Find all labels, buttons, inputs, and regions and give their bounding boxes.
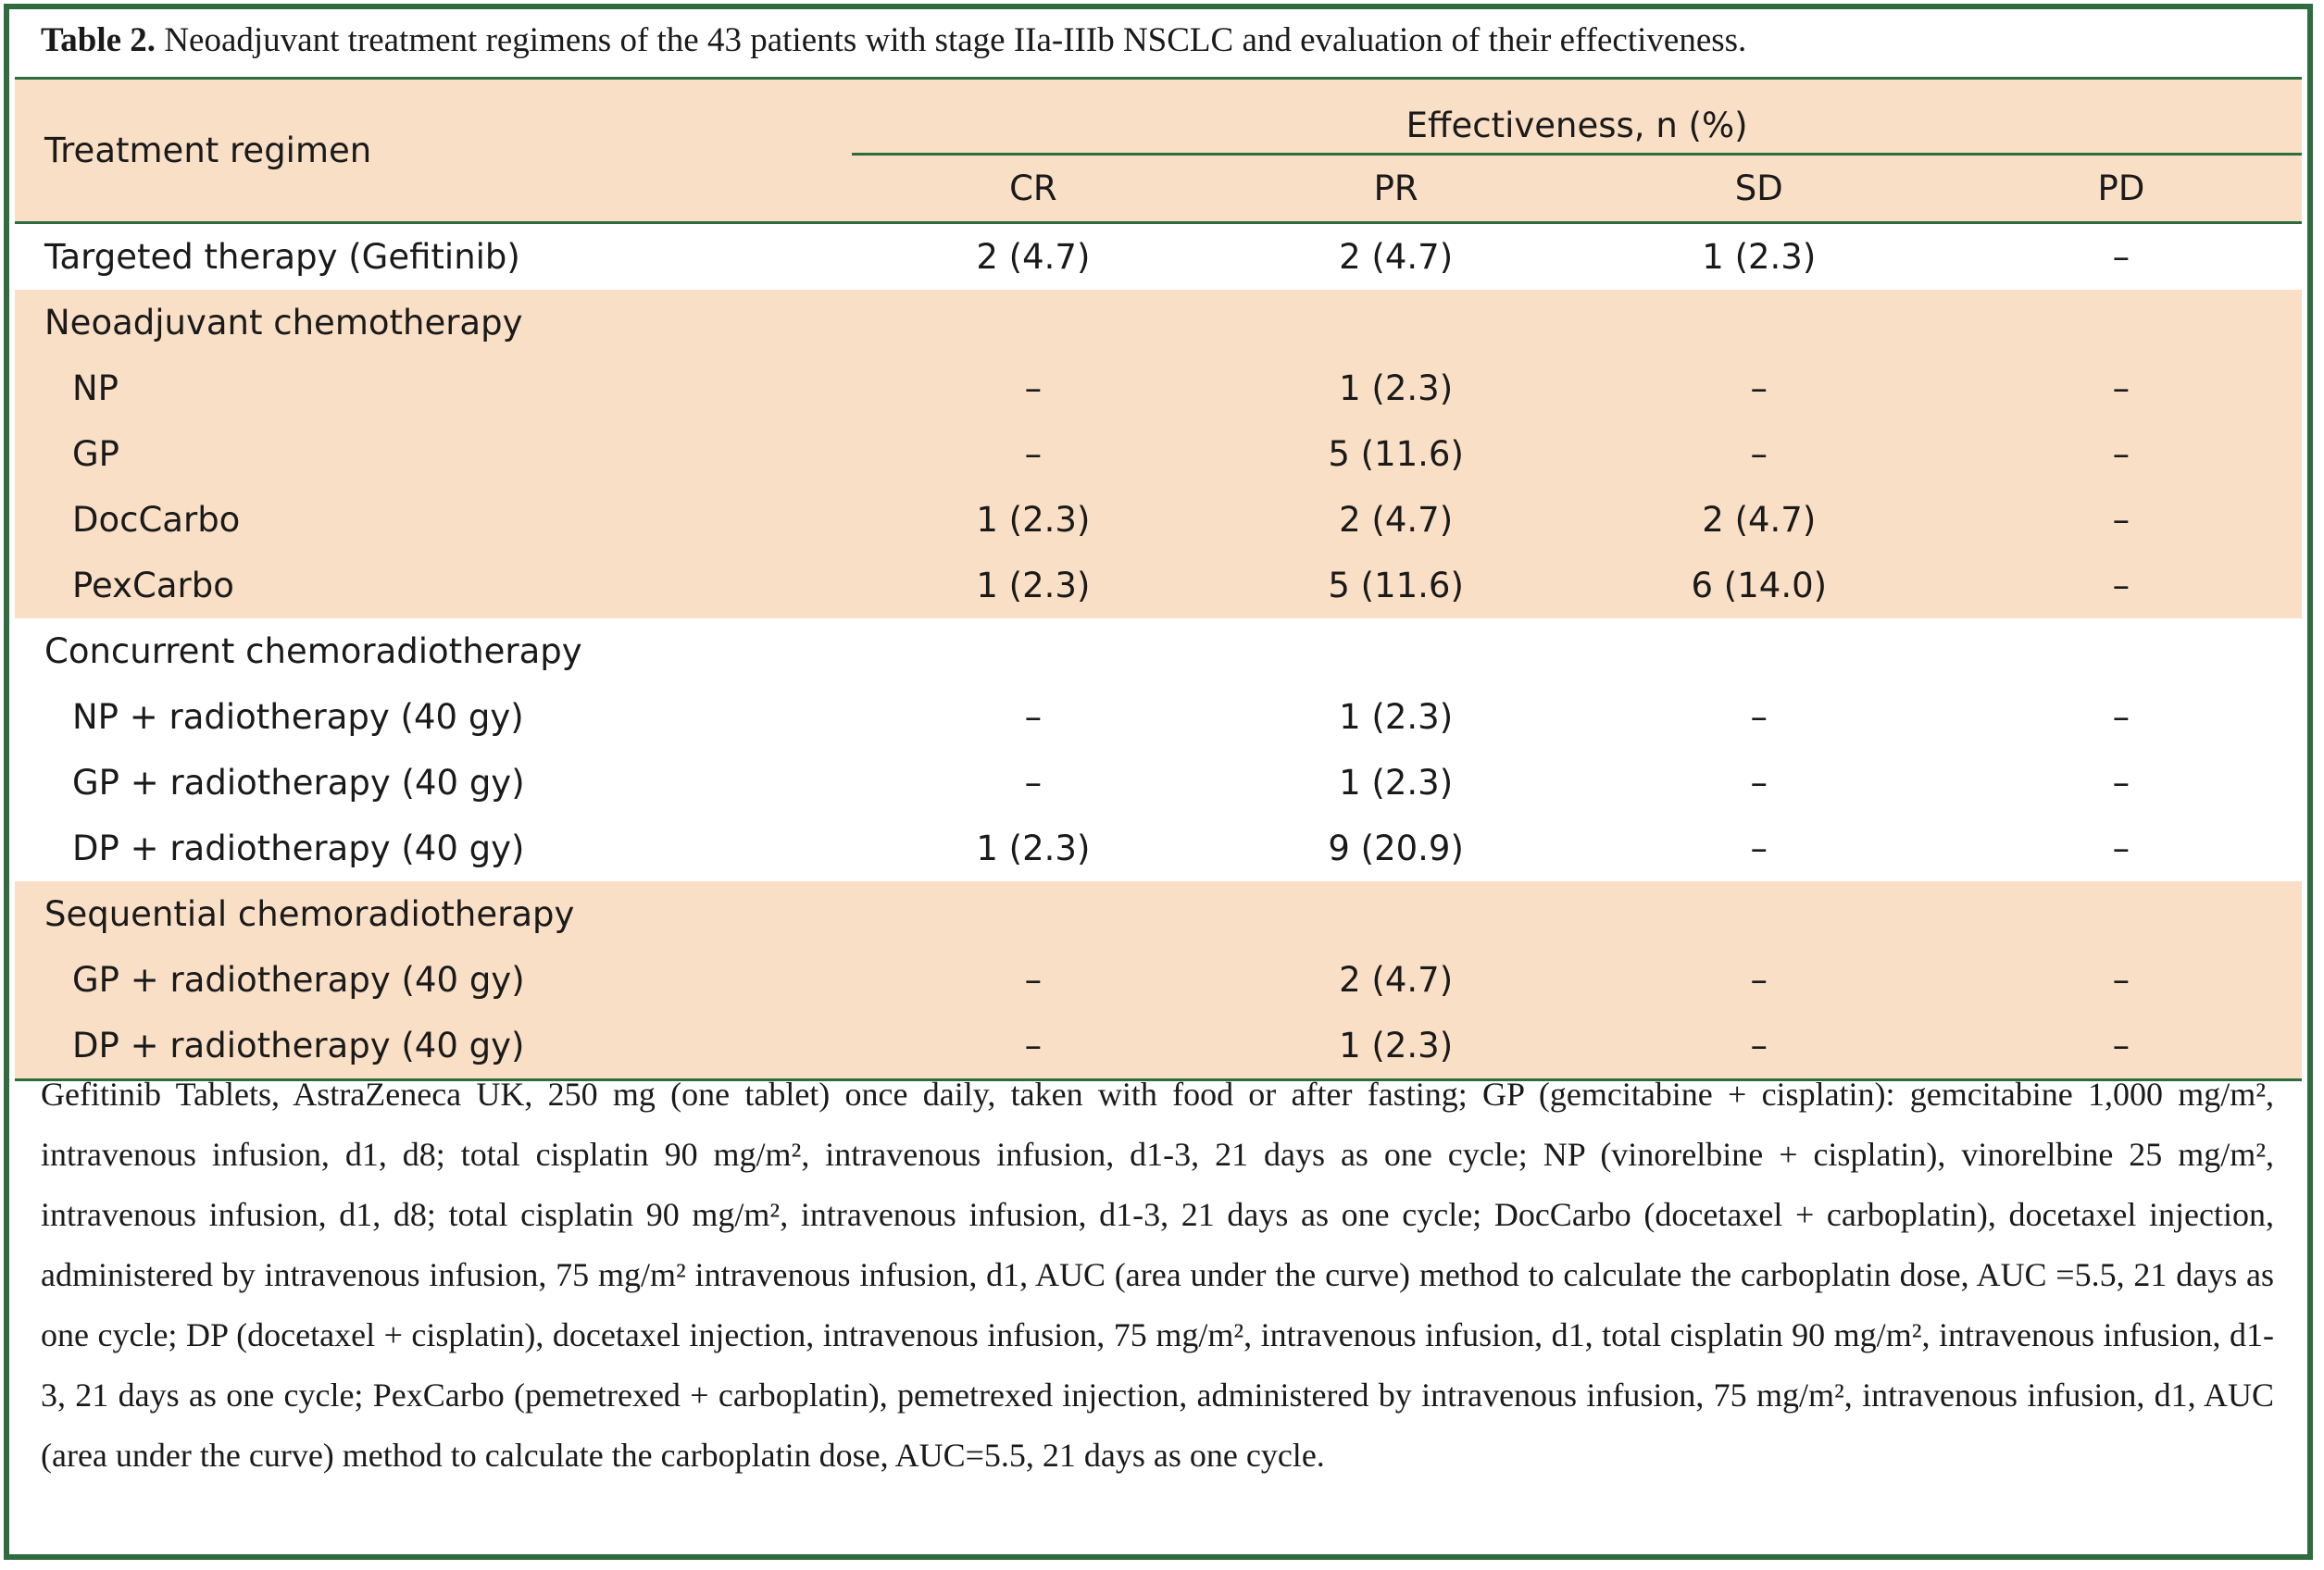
cell-pd: –	[2112, 434, 2130, 474]
row-label: NP	[72, 368, 119, 408]
effectiveness-table: Treatment regimen Effectiveness, n (%) C…	[15, 77, 2302, 1081]
row-label: Targeted therapy (Gefitinib)	[44, 237, 520, 277]
row-label: NP + radiotherapy (40 gy)	[72, 697, 524, 737]
table-row: PexCarbo 1 (2.3) 5 (11.6) 6 (14.0) –	[15, 553, 2302, 618]
cell-sd: 1 (2.3)	[1702, 237, 1817, 277]
table-row: Targeted therapy (Gefitinib) 2 (4.7) 2 (…	[15, 223, 2302, 291]
group-label: Concurrent chemoradiotherapy	[44, 631, 582, 671]
group-label: Sequential chemoradiotherapy	[44, 894, 575, 934]
cell-pd: –	[2112, 829, 2130, 868]
cell-pr: 1 (2.3)	[1339, 697, 1454, 737]
table-caption: Table 2. Neoadjuvant treatment regimens …	[41, 20, 2281, 60]
caption-label: Table 2.	[41, 21, 156, 59]
table-row-group-heading: Neoadjuvant chemotherapy	[15, 290, 2302, 355]
cell-cr: –	[1024, 1026, 1043, 1065]
cell-sd: –	[1750, 368, 1768, 408]
table-row: DocCarbo 1 (2.3) 2 (4.7) 2 (4.7) –	[15, 487, 2302, 553]
table-row: GP – 5 (11.6) – –	[15, 421, 2302, 487]
table-row: DP + radiotherapy (40 gy) – 1 (2.3) – –	[15, 1013, 2302, 1080]
header-treatment-regimen: Treatment regimen	[44, 131, 372, 170]
cell-pr: 5 (11.6)	[1328, 566, 1464, 605]
cell-pr: 5 (11.6)	[1328, 434, 1464, 474]
cell-pr: 2 (4.7)	[1339, 960, 1454, 1000]
table-frame	[4, 4, 2313, 1560]
caption-text: Neoadjuvant treatment regimens of the 43…	[164, 21, 1747, 59]
cell-sd: –	[1750, 763, 1768, 803]
table-footnote: Gefitinib Tablets, AstraZeneca UK, 250 m…	[41, 1076, 2274, 1474]
cell-pd: –	[2112, 763, 2130, 803]
cell-pr: 2 (4.7)	[1339, 237, 1454, 277]
row-label: GP + radiotherapy (40 gy)	[72, 960, 525, 1000]
cell-cr: 1 (2.3)	[976, 500, 1091, 540]
cell-pr: 1 (2.3)	[1339, 368, 1454, 408]
table-row-group-heading: Sequential chemoradiotherapy	[15, 881, 2302, 947]
cell-cr: –	[1024, 368, 1043, 408]
cell-cr: –	[1024, 697, 1043, 737]
cell-pd: –	[2112, 697, 2130, 737]
cell-pr: 9 (20.9)	[1328, 829, 1464, 868]
cell-pd: –	[2112, 368, 2130, 408]
cell-sd: –	[1750, 829, 1768, 868]
header-row-group: Treatment regimen Effectiveness, n (%)	[15, 78, 2302, 170]
cell-sd: 6 (14.0)	[1691, 566, 1828, 605]
cell-pd: –	[2112, 500, 2130, 540]
cell-sd: –	[1750, 697, 1768, 737]
header-pr: PR	[1373, 168, 1418, 208]
cell-sd: –	[1750, 1026, 1768, 1065]
table-row: GP + radiotherapy (40 gy) – 2 (4.7) – –	[15, 947, 2302, 1013]
table-row: DP + radiotherapy (40 gy) 1 (2.3) 9 (20.…	[15, 816, 2302, 881]
cell-cr: –	[1024, 434, 1043, 474]
cell-pr: 1 (2.3)	[1339, 763, 1454, 803]
header-effectiveness: Effectiveness, n (%)	[852, 78, 2302, 156]
cell-sd: 2 (4.7)	[1702, 500, 1817, 540]
cell-pr: 1 (2.3)	[1339, 1026, 1454, 1065]
table-row: NP – 1 (2.3) – –	[15, 355, 2302, 421]
cell-pd: –	[2112, 237, 2130, 277]
row-label: DocCarbo	[72, 500, 241, 540]
header-sd: SD	[1734, 168, 1783, 208]
cell-sd: –	[1750, 960, 1768, 1000]
row-label: DP + radiotherapy (40 gy)	[72, 829, 525, 868]
header-pd: PD	[2097, 168, 2145, 208]
table-row-group-heading: Concurrent chemoradiotherapy	[15, 618, 2302, 684]
cell-pd: –	[2112, 1026, 2130, 1065]
header-cr: CR	[1009, 168, 1057, 208]
row-label: PexCarbo	[72, 566, 234, 605]
table-row: NP + radiotherapy (40 gy) – 1 (2.3) – –	[15, 684, 2302, 750]
row-label: DP + radiotherapy (40 gy)	[72, 1026, 525, 1065]
row-label: GP	[72, 434, 119, 474]
row-label: GP + radiotherapy (40 gy)	[72, 763, 525, 803]
cell-cr: 1 (2.3)	[976, 566, 1091, 605]
group-label: Neoadjuvant chemotherapy	[44, 303, 523, 343]
cell-pd: –	[2112, 960, 2130, 1000]
cell-sd: –	[1750, 434, 1768, 474]
cell-pd: –	[2112, 566, 2130, 605]
cell-pr: 2 (4.7)	[1339, 500, 1454, 540]
table-row: GP + radiotherapy (40 gy) – 1 (2.3) – –	[15, 750, 2302, 816]
cell-cr: 2 (4.7)	[976, 237, 1091, 277]
cell-cr: –	[1024, 960, 1043, 1000]
cell-cr: 1 (2.3)	[976, 829, 1091, 868]
cell-cr: –	[1024, 763, 1043, 803]
